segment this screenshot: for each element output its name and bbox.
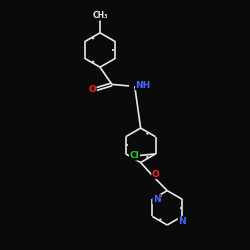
Text: O: O (88, 84, 96, 94)
Text: Cl: Cl (130, 151, 139, 160)
Text: O: O (152, 170, 160, 178)
Text: N: N (153, 195, 160, 204)
Text: CH₃: CH₃ (92, 11, 108, 20)
Text: NH: NH (135, 81, 150, 90)
Text: N: N (178, 217, 186, 226)
